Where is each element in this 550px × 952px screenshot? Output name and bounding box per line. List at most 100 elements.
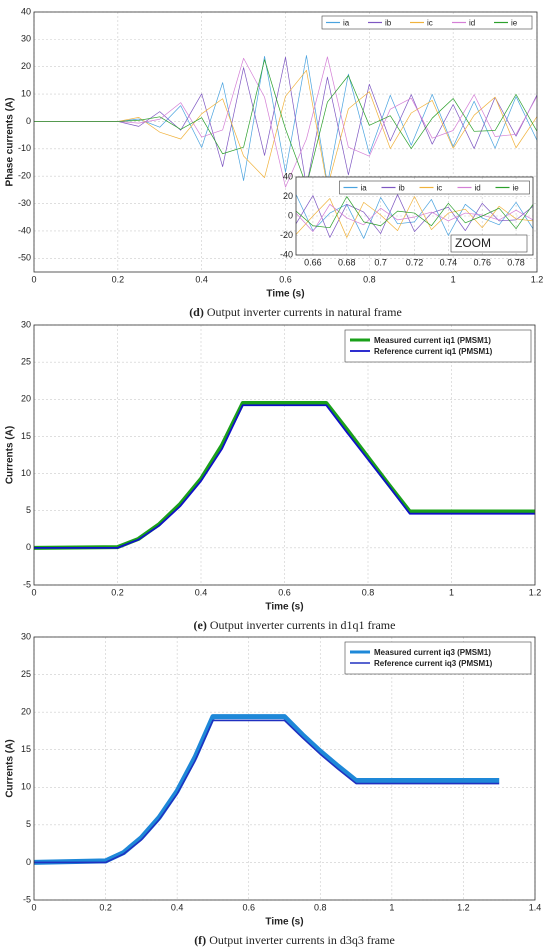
y-axis-label: Currents (A) <box>5 426 16 484</box>
legend-box <box>344 641 532 675</box>
x-tick-label: 0.7 <box>374 257 387 267</box>
caption-text: Output inverter currents in natural fram… <box>207 305 402 319</box>
y-tick-label: 30 <box>21 631 31 641</box>
y-tick-label: 25 <box>21 357 31 367</box>
legend-label: ib <box>385 19 392 28</box>
x-tick-label: 0.6 <box>278 587 291 597</box>
x-axis-label: Time (s) <box>265 602 303 613</box>
x-tick-label: 0.6 <box>242 902 255 912</box>
y-tick-label: 40 <box>21 6 31 16</box>
y-tick-label: 20 <box>21 394 31 404</box>
legend-label: ic <box>437 184 443 193</box>
x-tick-label: 1.2 <box>531 274 544 284</box>
x-tick-label: 1.4 <box>529 902 542 912</box>
y-tick-label: 20 <box>21 61 31 71</box>
x-axis-label: Time (s) <box>266 289 304 300</box>
caption: (f) Output inverter currents in d3q3 fra… <box>194 933 395 947</box>
legend-box <box>344 329 532 363</box>
x-tick-label: 1.2 <box>457 902 470 912</box>
legend-label: id <box>469 19 475 28</box>
x-tick-label: 0.2 <box>112 274 125 284</box>
caption: (e) Output inverter currents in d1q1 fra… <box>194 618 396 632</box>
y-tick-label: 15 <box>21 431 31 441</box>
x-tick-label: 0.78 <box>507 257 525 267</box>
data-line <box>296 194 533 239</box>
x-tick-label: 1.2 <box>529 587 542 597</box>
legend-label: Reference current iq1 (PMSM1) <box>374 347 493 356</box>
y-tick-label: 30 <box>21 34 31 44</box>
chart: -50 -40 -30 -20 -10 0 10 20 30 40 0 0.2 0.4 0.6 0.8 1 1.… <box>5 6 544 318</box>
y-tick-label: 30 <box>21 319 31 329</box>
x-tick-label: 0.74 <box>440 257 458 267</box>
y-tick-label: 10 <box>21 88 31 98</box>
caption-label: (e) <box>194 618 207 632</box>
chart: -40 -20 0 20 40 0.66 0.68 0.7 0.72 0.74 0.76 0.78 ia… <box>280 171 534 267</box>
legend-label: Measured current iq3 (PMSM1) <box>374 648 491 657</box>
caption-label: (d) <box>189 305 204 319</box>
legend-label: Measured current iq1 (PMSM1) <box>374 336 491 345</box>
legend-box <box>321 15 533 30</box>
x-tick-label: 0.6 <box>279 274 292 284</box>
x-tick-label: 1 <box>451 274 456 284</box>
y-tick-label: -20 <box>280 230 293 240</box>
x-tick-label: 0 <box>31 587 36 597</box>
y-axis-label: Currents (A) <box>5 739 16 797</box>
y-tick-label: -5 <box>23 579 31 589</box>
y-tick-label: -30 <box>18 198 31 208</box>
y-tick-label: 0 <box>26 857 31 867</box>
x-tick-label: 0.2 <box>99 902 112 912</box>
legend-label: ia <box>343 19 350 28</box>
y-tick-label: 40 <box>283 171 293 181</box>
legend-label: ie <box>513 184 520 193</box>
caption: (d) Output inverter currents in natural … <box>189 305 402 319</box>
x-tick-label: 0.4 <box>195 587 208 597</box>
y-tick-label: -50 <box>18 253 31 263</box>
y-tick-label: -5 <box>23 894 31 904</box>
plot-frame <box>33 11 538 273</box>
x-tick-label: 0.2 <box>111 587 124 597</box>
y-tick-label: -20 <box>18 171 31 181</box>
y-tick-label: 0 <box>26 116 31 126</box>
annotation: ZOOM <box>455 236 491 250</box>
caption-label: (f) <box>194 933 206 947</box>
y-tick-label: 5 <box>26 505 31 515</box>
x-tick-label: 0.76 <box>473 257 491 267</box>
x-tick-label: 0.8 <box>363 274 376 284</box>
x-tick-label: 0.72 <box>406 257 424 267</box>
legend-label: ic <box>427 19 433 28</box>
x-tick-label: 0.68 <box>338 257 356 267</box>
data-line <box>34 404 535 549</box>
y-tick-label: 0 <box>26 542 31 552</box>
legend-box <box>339 180 530 195</box>
plot-frame <box>295 176 534 256</box>
y-tick-label: 15 <box>21 744 31 754</box>
x-tick-label: 0.4 <box>195 274 208 284</box>
legend-label: Reference current iq3 (PMSM1) <box>374 659 493 668</box>
data-line <box>296 196 533 238</box>
y-tick-label: 10 <box>21 782 31 792</box>
data-line <box>296 203 533 232</box>
y-tick-label: -40 <box>18 225 31 235</box>
x-tick-label: 1 <box>449 587 454 597</box>
plot-frame <box>33 636 536 901</box>
caption-text: Output inverter currents in d3q3 frame <box>209 933 395 947</box>
y-tick-label: 20 <box>21 707 31 717</box>
caption-text: Output inverter currents in d1q1 frame <box>210 618 396 632</box>
x-tick-label: 0.8 <box>314 902 327 912</box>
legend-label: ie <box>511 19 518 28</box>
data-line <box>34 714 500 865</box>
x-tick-label: 0.8 <box>362 587 375 597</box>
legend-label: ib <box>399 184 406 193</box>
plot-frame <box>33 324 536 586</box>
x-tick-label: 0 <box>31 274 36 284</box>
y-tick-label: 10 <box>21 468 31 478</box>
y-tick-label: 5 <box>26 819 31 829</box>
legend-label: ia <box>361 184 368 193</box>
x-tick-label: 0 <box>31 902 36 912</box>
y-tick-label: 20 <box>283 191 293 201</box>
data-line <box>296 194 533 238</box>
data-line <box>34 719 500 864</box>
